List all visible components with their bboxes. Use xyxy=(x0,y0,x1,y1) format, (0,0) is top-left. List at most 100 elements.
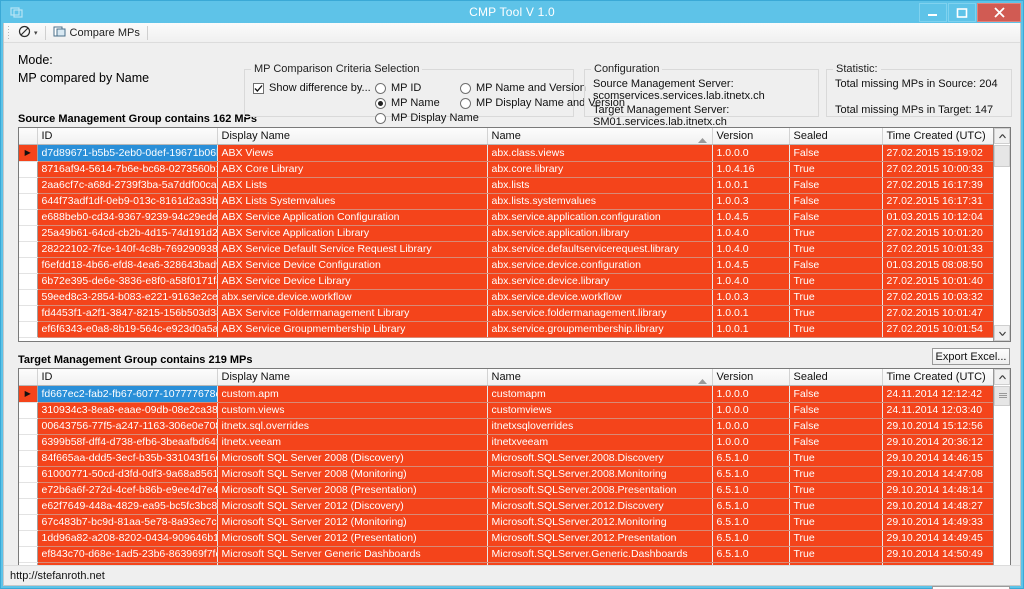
cell-display-name[interactable]: ABX Service Device Library xyxy=(217,273,488,290)
cell-time-created[interactable]: 27.02.2015 16:17:31 xyxy=(882,193,993,210)
table-row[interactable]: 59eed8c3-2854-b083-e221-9163e2ce35d5abx.… xyxy=(19,289,993,306)
maximize-button[interactable] xyxy=(948,3,976,22)
cell-time-created[interactable]: 27.02.2015 10:01:40 xyxy=(882,273,993,290)
row-selector-cell[interactable] xyxy=(19,209,38,226)
cell-time-created[interactable]: 27.02.2015 10:01:33 xyxy=(882,241,993,258)
cell-name[interactable]: abx.service.application.configuration xyxy=(487,209,713,226)
cell-id[interactable]: e62f7649-448a-4829-ea95-bc5fc3bc831c xyxy=(37,498,218,515)
cell-id[interactable]: 28222102-7fce-140f-4c8b-769290938143 xyxy=(37,241,218,258)
table-row[interactable]: f6efdd18-4b66-efd8-4ea6-328643bad98c ABX … xyxy=(19,257,993,274)
cell-sealed[interactable]: True xyxy=(789,498,883,515)
row-selector-cell[interactable] xyxy=(19,289,38,306)
cell-id[interactable]: 61000771-50cd-d3fd-0df3-9a68a8561369 xyxy=(37,466,218,483)
table-row[interactable]: 00643756-77f5-a247-1163-306e0e7087cbitne… xyxy=(19,418,993,435)
cell-version[interactable]: 1.0.0.0 xyxy=(712,385,790,403)
cell-display-name[interactable]: Microsoft SQL Server 2012 (Discovery) xyxy=(217,498,488,515)
cell-display-name[interactable]: ABX Service Device Configuration xyxy=(217,257,488,274)
cell-display-name[interactable]: Microsoft SQL Server 2012 (Presentation) xyxy=(217,530,488,547)
cell-version[interactable]: 1.0.0.3 xyxy=(712,289,790,306)
cell-name[interactable]: abx.service.device.workflow xyxy=(487,289,713,306)
cell-name[interactable]: abx.service.foldermanagement.library xyxy=(487,305,713,322)
cell-name[interactable]: abx.service.device.library xyxy=(487,273,713,290)
cell-sealed[interactable]: False xyxy=(789,402,883,419)
cell-time-created[interactable]: 29.10.2014 14:48:14 xyxy=(882,482,993,499)
cell-version[interactable]: 1.0.4.16 xyxy=(712,161,790,178)
cell-name[interactable]: abx.service.application.library xyxy=(487,225,713,242)
cell-time-created[interactable]: 27.02.2015 10:01:20 xyxy=(882,225,993,242)
table-row[interactable]: 25a49b61-64cd-cb2b-4d15-74d191d2237aABX … xyxy=(19,225,993,242)
cell-display-name[interactable]: ABX Core Library xyxy=(217,161,488,178)
cell-time-created[interactable]: 29.10.2014 14:50:49 xyxy=(882,546,993,563)
cell-display-name[interactable]: ABX Service Groupmembership Library xyxy=(217,321,488,338)
cell-sealed[interactable]: False xyxy=(789,193,883,210)
cell-version[interactable]: 1.0.0.3 xyxy=(712,193,790,210)
cell-id[interactable]: ef6f6343-e0a8-8b19-564c-e923d0a5ad2b xyxy=(37,321,218,338)
row-selector-cell[interactable] xyxy=(19,530,38,547)
table-row[interactable]: 8716af94-5614-7b6e-bc68-0273560b1788ABX … xyxy=(19,161,993,178)
cell-display-name[interactable]: ABX Lists xyxy=(217,177,488,194)
row-selector-cell[interactable] xyxy=(19,177,38,194)
cell-id[interactable]: d7d89671-b5b5-2eb0-0def-19671b06baec xyxy=(37,144,218,162)
cell-name[interactable]: Microsoft.SQLServer.2012.Discovery xyxy=(487,498,713,515)
cell-sealed[interactable]: True xyxy=(789,466,883,483)
cell-version[interactable]: 6.5.1.0 xyxy=(712,482,790,499)
cell-time-created[interactable]: 27.02.2015 10:03:32 xyxy=(882,289,993,306)
table-row[interactable]: ef6f6343-e0a8-8b19-564c-e923d0a5ad2b ABX … xyxy=(19,321,993,338)
cell-id[interactable]: e688beb0-cd34-9367-9239-94c29edef8cf xyxy=(37,209,218,226)
cell-sealed[interactable]: True xyxy=(789,225,883,242)
export-excel-target-button[interactable]: Export Excel... xyxy=(932,586,1010,589)
row-selector-cell[interactable] xyxy=(19,305,38,322)
cell-name[interactable]: abx.core.library xyxy=(487,161,713,178)
cell-display-name[interactable]: abx.service.device.workflow xyxy=(217,289,488,306)
cell-name[interactable]: customviews xyxy=(487,402,713,419)
col-header-version[interactable]: Version xyxy=(712,128,790,145)
table-row[interactable]: ▶ fd667ec2-fab2-fb67-6077-107777678c4e cus… xyxy=(19,385,993,403)
cell-version[interactable]: 1.0.4.5 xyxy=(712,209,790,226)
cell-name[interactable]: Microsoft.SQLServer.Generic.Dashboards xyxy=(487,546,713,563)
table-row[interactable]: 67c483b7-bc9d-81aa-5e78-8a93ec7c7509Micr… xyxy=(19,514,993,531)
cell-sealed[interactable]: True xyxy=(789,289,883,306)
row-selector-cell[interactable] xyxy=(19,225,38,242)
row-selector-cell[interactable] xyxy=(19,273,38,290)
cell-display-name[interactable]: ABX Service Application Library xyxy=(217,225,488,242)
cell-version[interactable]: 6.5.1.0 xyxy=(712,466,790,483)
cell-display-name[interactable]: Microsoft SQL Server 2008 (Monitoring) xyxy=(217,466,488,483)
cell-id[interactable]: 8716af94-5614-7b6e-bc68-0273560b1788 xyxy=(37,161,218,178)
row-selector-cell[interactable]: ▶ xyxy=(19,385,38,403)
table-row[interactable]: fd4453f1-a2f1-3847-8215-156b503d3834 ABX … xyxy=(19,305,993,322)
cell-version[interactable]: 6.5.1.0 xyxy=(712,514,790,531)
cell-display-name[interactable]: Microsoft SQL Server 2012 (Monitoring) xyxy=(217,514,488,531)
table-row[interactable]: 28222102-7fce-140f-4c8b-769290938143 ABX … xyxy=(19,241,993,258)
cell-display-name[interactable]: ABX Service Default Service Request Libr… xyxy=(217,241,488,258)
cell-time-created[interactable]: 24.11.2014 12:12:42 xyxy=(882,385,993,403)
cell-id[interactable]: 00643756-77f5-a247-1163-306e0e7087cb xyxy=(37,418,218,435)
row-selector-cell[interactable] xyxy=(19,514,38,531)
cell-time-created[interactable]: 01.03.2015 10:12:04 xyxy=(882,209,993,226)
show-difference-checkbox[interactable]: Show difference by... xyxy=(253,82,371,94)
radio-mp-name-and-version[interactable]: MP Name and Version xyxy=(460,82,586,94)
cell-name[interactable]: Microsoft.SQLServer.2008.Monitoring xyxy=(487,466,713,483)
col-header-display-name[interactable]: Display Name xyxy=(217,369,488,386)
cell-time-created[interactable]: 27.02.2015 15:19:02 xyxy=(882,144,993,162)
cell-time-created[interactable]: 27.02.2015 10:01:47 xyxy=(882,305,993,322)
cell-sealed[interactable]: True xyxy=(789,482,883,499)
cell-time-created[interactable]: 27.02.2015 10:01:54 xyxy=(882,321,993,338)
cell-version[interactable]: 6.5.1.0 xyxy=(712,530,790,547)
col-header-id[interactable]: ID xyxy=(37,369,218,386)
row-selector-cell[interactable] xyxy=(19,498,38,515)
cell-sealed[interactable]: True xyxy=(789,530,883,547)
export-excel-source-button[interactable]: Export Excel... xyxy=(932,348,1010,365)
radio-mp-id[interactable]: MP ID xyxy=(375,82,421,94)
cell-version[interactable]: 1.0.0.1 xyxy=(712,305,790,322)
row-selector-cell[interactable]: ▶ xyxy=(19,144,38,162)
cell-id[interactable]: 84f665aa-ddd5-3ecf-b35b-331043f16c52 xyxy=(37,450,218,467)
cell-time-created[interactable]: 29.10.2014 14:49:45 xyxy=(882,530,993,547)
cell-display-name[interactable]: ABX Lists Systemvalues xyxy=(217,193,488,210)
cell-display-name[interactable]: Microsoft SQL Server Generic Dashboards xyxy=(217,546,488,563)
cell-name[interactable]: customapm xyxy=(487,385,713,403)
cell-id[interactable]: 59eed8c3-2854-b083-e221-9163e2ce35d5 xyxy=(37,289,218,306)
cell-id[interactable]: fd667ec2-fab2-fb67-6077-107777678c4e xyxy=(37,385,218,403)
options-button[interactable]: ▾ xyxy=(14,24,42,42)
cell-version[interactable]: 1.0.0.0 xyxy=(712,402,790,419)
compare-mps-button[interactable]: Compare MPs xyxy=(49,24,144,42)
